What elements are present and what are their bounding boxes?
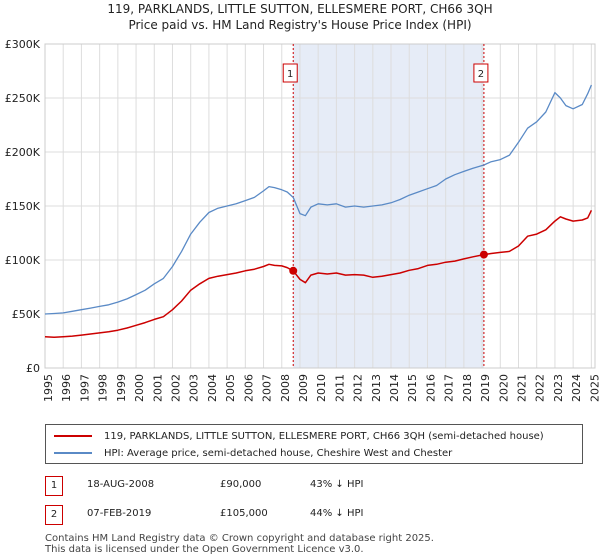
chart-title: 119, PARKLANDS, LITTLE SUTTON, ELLESMERE… <box>107 2 493 16</box>
x-tick-label: 2019 <box>479 374 492 402</box>
x-tick-label: 2018 <box>461 374 474 402</box>
sale-label: 1 <box>287 69 293 80</box>
x-tick-label: 2012 <box>352 374 365 402</box>
x-tick-label: 2005 <box>224 374 237 402</box>
sale-point <box>479 250 488 259</box>
chart-subtitle: Price paid vs. HM Land Registry's House … <box>128 18 472 32</box>
legend-item-property: 119, PARKLANDS, LITTLE SUTTON, ELLESMERE… <box>54 428 544 444</box>
plot-border <box>44 43 596 369</box>
x-tick-label: 2015 <box>406 374 419 402</box>
x-tick-label: 2022 <box>534 374 547 402</box>
x-tick-label: 2013 <box>370 374 383 402</box>
y-tick-label: £200K <box>5 146 41 159</box>
property-price-line <box>44 209 593 338</box>
x-tick-label: 1998 <box>97 374 110 402</box>
x-tick-label: 2021 <box>516 374 529 402</box>
y-tick-label: £0 <box>26 362 40 375</box>
x-tick-label: 2002 <box>169 374 182 402</box>
sale-label: 2 <box>478 69 484 80</box>
sale-hpi: 43% ↓ HPI <box>310 479 364 490</box>
sale-badge: 2 <box>45 505 63 525</box>
sale-badge: 1 <box>45 476 63 496</box>
legend-label-property: 119, PARKLANDS, LITTLE SUTTON, ELLESMERE… <box>104 430 544 442</box>
footer: Contains HM Land Registry data © Crown c… <box>45 533 585 555</box>
sale-price: £90,000 <box>220 479 262 490</box>
x-tick-label: 2024 <box>570 374 583 402</box>
y-tick-label: £150K <box>5 200 41 213</box>
x-tick-label: 2016 <box>424 374 437 402</box>
sale-date: 18-AUG-2008 <box>87 479 155 490</box>
legend-label-hpi: HPI: Average price, semi-detached house,… <box>104 447 453 459</box>
x-tick-label: 1999 <box>115 374 128 402</box>
x-tick-label: 2006 <box>242 374 255 402</box>
legend-item-hpi: HPI: Average price, semi-detached house,… <box>54 445 452 461</box>
sale-row: 2 07-FEB-2019 £105,000 44% ↓ HPI <box>45 505 585 525</box>
x-tick-label: 1997 <box>78 374 91 402</box>
sale-label-box <box>282 63 298 83</box>
sale-row: 1 18-AUG-2008 £90,000 43% ↓ HPI <box>45 476 585 496</box>
x-tick-label: 2003 <box>188 374 201 402</box>
legend: 119, PARKLANDS, LITTLE SUTTON, ELLESMERE… <box>45 424 583 464</box>
sale-point <box>289 266 298 275</box>
x-tick-label: 2017 <box>443 374 456 402</box>
sale-label-box <box>473 63 489 83</box>
sale-date: 07-FEB-2019 <box>87 508 152 519</box>
y-tick-label: £300K <box>5 38 41 51</box>
y-tick-label: £50K <box>12 308 41 321</box>
x-tick-label: 2010 <box>315 374 328 402</box>
x-tick-label: 2011 <box>333 374 346 402</box>
x-tick-label: 2023 <box>552 374 565 402</box>
sale-hpi: 44% ↓ HPI <box>310 508 364 519</box>
x-tick-label: 1996 <box>60 374 73 402</box>
sale-price: £105,000 <box>220 508 268 519</box>
x-tick-label: 1995 <box>42 374 55 402</box>
y-tick-label: £250K <box>5 92 41 105</box>
x-tick-label: 2014 <box>388 374 401 402</box>
x-tick-label: 2009 <box>297 374 310 402</box>
x-tick-label: 2020 <box>497 374 510 402</box>
x-tick-label: 2004 <box>206 374 219 402</box>
footer-line-2: This data is licensed under the Open Gov… <box>45 544 364 555</box>
hpi-line <box>44 84 592 315</box>
x-tick-label: 2000 <box>133 374 146 402</box>
price-chart: £0 £50K £100K £150K £200K £250K £300K 1995 1996 1… <box>5 38 600 402</box>
footer-line-1: Contains HM Land Registry data © Crown c… <box>45 533 434 544</box>
blue-line-icon <box>54 452 92 454</box>
red-line-icon <box>54 435 92 437</box>
x-tick-label: 2001 <box>151 374 164 402</box>
x-tick-label: 2008 <box>279 374 292 402</box>
x-tick-label: 2025 <box>588 374 600 402</box>
x-tick-label: 2007 <box>261 374 274 402</box>
y-tick-label: £100K <box>5 254 41 267</box>
